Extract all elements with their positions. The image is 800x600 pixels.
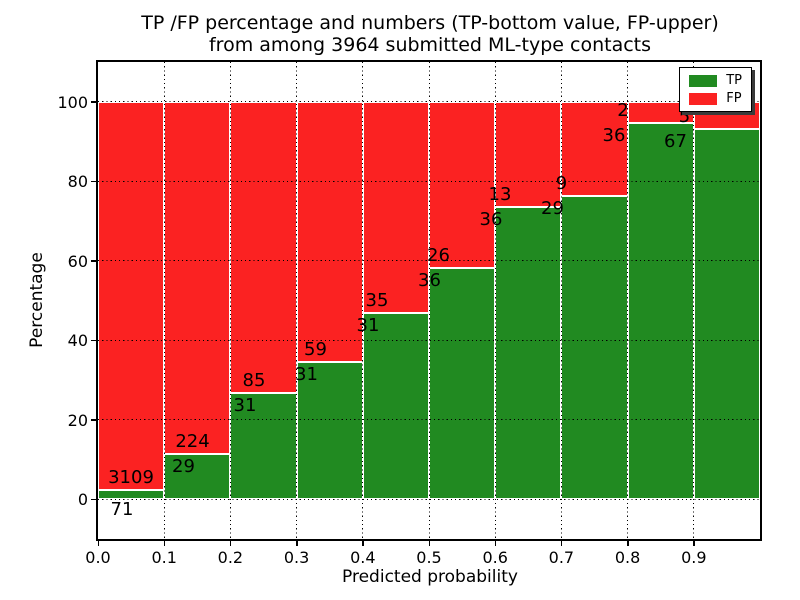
y-tick	[91, 498, 96, 501]
y-tick-label: 80	[67, 172, 88, 192]
y-tick	[91, 339, 96, 342]
x-tick	[428, 541, 430, 546]
x-tick	[362, 541, 364, 546]
tp-legend-swatch	[689, 74, 718, 87]
bar-segment-fp	[164, 101, 231, 454]
y-axis-label: Percentage	[27, 252, 47, 348]
chart-title: TP /FP percentage and numbers (TP-bottom…	[98, 12, 762, 56]
y-tick-label: 20	[67, 410, 88, 430]
x-tick	[97, 541, 99, 546]
bar-count-label-tp: 36	[418, 270, 441, 292]
bar-count-label-fp: 13	[488, 184, 512, 206]
y-gridline	[98, 101, 760, 103]
bar-segment-tp	[164, 453, 231, 500]
y-gridline	[98, 419, 760, 421]
legend: TP FP	[679, 67, 752, 112]
bar-count-label-fp: 5	[678, 106, 691, 128]
bar-count-label-fp: 3109	[108, 467, 154, 489]
bar-count-label-fp: 26	[427, 245, 450, 267]
y-gridline	[98, 339, 760, 341]
bar-count-label-fp: 224	[175, 430, 210, 452]
x-gridline	[229, 62, 231, 539]
bar-segment-fp	[362, 101, 429, 313]
x-tick-label: 0.5	[416, 548, 442, 567]
y-tick	[91, 260, 96, 262]
x-tick-label: 0.8	[614, 548, 641, 567]
bar-segment-tp	[230, 393, 297, 500]
bar-count-label-fp: 85	[242, 370, 266, 392]
x-tick-label: 0.2	[217, 548, 244, 567]
bar-count-label-tp: 29	[172, 455, 195, 477]
y-tick	[91, 419, 96, 421]
bar-segment-tp	[98, 490, 165, 500]
y-gridline	[98, 498, 760, 500]
x-gridline	[428, 62, 430, 539]
bar-count-label-tp: 36	[479, 209, 503, 231]
bar-count-label-tp: 67	[664, 131, 687, 153]
bar-count-label-fp: 9	[555, 172, 568, 194]
bar-segment-tp	[429, 268, 496, 500]
bar-count-label-tp: 31	[295, 364, 318, 386]
x-gridline	[693, 62, 695, 539]
bar-count-label-tp: 29	[541, 197, 564, 219]
bar-count-label-tp: 31	[233, 395, 257, 417]
x-tick-label: 0.0	[85, 548, 111, 567]
bar-segment-fp	[495, 101, 562, 208]
bar-segment-fp	[561, 101, 628, 196]
bar-segment-fp	[98, 101, 165, 491]
x-tick-label: 0.3	[283, 548, 310, 567]
x-tick-label: 0.7	[548, 548, 575, 567]
bar-count-label-fp: 35	[365, 289, 389, 311]
y-gridline	[98, 180, 760, 182]
bar-count-label-fp: 2	[617, 99, 629, 121]
y-tick-label: 60	[67, 251, 88, 271]
x-gridline	[627, 62, 629, 539]
chart-title-line1: TP /FP percentage and numbers (TP-bottom…	[141, 12, 719, 34]
y-gridline	[98, 260, 760, 262]
x-tick-label: 0.1	[151, 548, 177, 567]
bar-segment-tp	[495, 207, 562, 500]
x-gridline	[296, 62, 298, 539]
legend-item-tp: TP	[689, 74, 742, 87]
x-gridline	[560, 62, 562, 539]
bar-segment-tp	[693, 129, 760, 500]
x-gridline	[494, 62, 496, 539]
bar-segment-tp	[362, 312, 429, 500]
x-tick-label: 0.6	[482, 548, 508, 567]
x-gridline	[362, 62, 364, 539]
x-tick	[627, 541, 629, 546]
bar-count-label-fp: 59	[304, 339, 327, 361]
x-tick	[560, 541, 563, 546]
tp-legend-label: TP	[726, 73, 742, 88]
bar-count-label-tp: 31	[356, 314, 380, 336]
legend-item-fp: FP	[689, 92, 742, 105]
bar-count-label-tp: 71	[110, 499, 134, 521]
x-tick-label: 0.9	[681, 548, 707, 567]
y-tick-label: 100	[57, 92, 88, 112]
x-tick	[494, 541, 497, 546]
y-tick	[91, 180, 96, 183]
bar-segment-tp	[561, 195, 628, 500]
bar-segment-fp	[230, 101, 297, 394]
bar-segment-fp	[296, 101, 363, 363]
bar-segment-tp	[296, 362, 363, 500]
x-gridline	[163, 62, 165, 539]
x-tick-label: 0.4	[350, 548, 376, 567]
x-tick	[229, 541, 232, 546]
y-tick	[91, 101, 96, 103]
fp-legend-label: FP	[726, 91, 742, 106]
bar-segment-fp	[429, 101, 496, 269]
y-tick-label: 40	[67, 331, 88, 351]
x-tick	[693, 541, 695, 546]
x-axis-label: Predicted probability	[342, 567, 518, 587]
y-tick-label: 0	[77, 490, 88, 510]
plot-area: 3109 71 224 29 85 31 59 31 35 31 26 36 13 36 9 29 2 36 5 67…	[96, 60, 762, 541]
bar-segment-tp	[627, 122, 694, 500]
x-tick	[296, 541, 298, 546]
bar-count-label-tp: 36	[602, 124, 626, 146]
chart-title-line2: from among 3964 submitted ML-type contac…	[208, 34, 652, 56]
x-tick	[163, 541, 166, 546]
fp-legend-swatch	[689, 92, 718, 105]
